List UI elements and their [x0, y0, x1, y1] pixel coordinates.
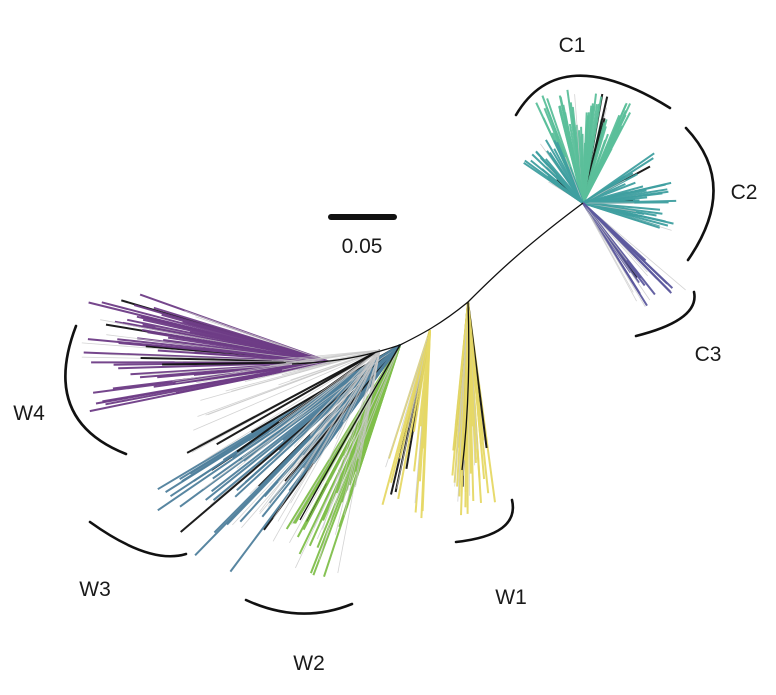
- branch-unassigned: [216, 349, 381, 446]
- branch-c2: [582, 181, 672, 204]
- branch-w2: [355, 344, 401, 462]
- branch-c1: [582, 148, 613, 204]
- branch-unassigned: [292, 349, 381, 440]
- branch-unassigned: [268, 349, 381, 434]
- branch-w2: [313, 344, 401, 528]
- clade-label-c3: C3: [695, 343, 722, 366]
- clade-label-c2: C2: [731, 181, 758, 204]
- branch-c1: [582, 126, 607, 204]
- branch-c3: [582, 202, 647, 262]
- clade-label-c1: C1: [559, 34, 586, 57]
- scale-bar-label: 0.05: [342, 235, 383, 258]
- scale-bar: 0.05: [328, 214, 397, 258]
- branch-c1: [561, 108, 584, 204]
- branch-unassigned: [281, 349, 381, 371]
- branch-c2: [582, 199, 677, 204]
- branch-w1: [467, 301, 490, 494]
- branch-w4: [108, 354, 331, 363]
- branch-unassigned: [193, 349, 381, 431]
- branch-w2: [291, 344, 401, 525]
- branch-unassigned: [254, 349, 381, 380]
- bracket-c2: [684, 126, 715, 262]
- bracket-c3: [634, 290, 696, 338]
- tree-backbone-branch: [461, 301, 470, 471]
- branch-unassigned: [204, 349, 381, 461]
- branch-w4: [102, 361, 331, 403]
- branch-w4: [89, 361, 331, 413]
- branch-unassigned: [293, 349, 381, 447]
- branch-c2: [582, 202, 674, 225]
- branch-c2: [535, 150, 584, 204]
- branch-unassigned: [259, 349, 381, 513]
- branch-unassigned: [283, 349, 381, 362]
- branch-unassigned: [328, 349, 381, 461]
- branch-w4: [106, 334, 331, 363]
- branch-c2: [582, 202, 661, 211]
- clade-label-w3: W3: [79, 578, 111, 601]
- clade-label-w4: W4: [13, 402, 45, 425]
- branch-w4: [141, 329, 331, 363]
- tree-branches: [81, 89, 686, 578]
- bracket-w1: [454, 498, 515, 544]
- bracket-c1: [514, 74, 672, 117]
- clade-label-w1: W1: [495, 586, 527, 609]
- branch-c3: [582, 202, 646, 308]
- branch-c2: [582, 196, 648, 204]
- branch-unassigned: [297, 349, 381, 465]
- bracket-w3: [88, 520, 188, 558]
- branch-unassigned: [273, 349, 381, 519]
- branch-c2: [582, 183, 626, 204]
- branch-c1: [582, 104, 598, 204]
- branch-c1: [566, 89, 584, 204]
- branch-unassigned: [309, 349, 381, 435]
- branch-unassigned: [322, 349, 381, 530]
- branch-c2: [582, 157, 654, 204]
- branch-w3: [202, 344, 401, 490]
- branch-c2: [582, 202, 661, 229]
- branch-w1: [412, 329, 431, 432]
- clade-brackets: [64, 74, 715, 615]
- branch-c2: [523, 161, 584, 204]
- branch-unassigned: [186, 349, 381, 454]
- branch-unassigned: [278, 349, 381, 423]
- branch-c3: [582, 202, 634, 293]
- branch-w1: [421, 329, 431, 512]
- clade-labels: C1 C2 C3 W1 W2 W3 W4: [13, 34, 757, 675]
- branch-c3: [582, 202, 628, 261]
- branch-unassigned: [337, 349, 381, 574]
- branch-unassigned: [272, 349, 381, 542]
- clade-label-w2: W2: [293, 652, 325, 675]
- branch-w1: [451, 301, 469, 476]
- branch-c1: [582, 112, 590, 204]
- branch-unassigned: [335, 349, 381, 535]
- bracket-w2: [244, 598, 354, 615]
- branch-unassigned: [241, 349, 381, 459]
- branch-unassigned: [342, 349, 381, 423]
- branch-unassigned: [197, 349, 381, 417]
- branch-c2: [553, 139, 584, 204]
- branch-c2: [546, 150, 584, 204]
- branch-unassigned: [175, 349, 381, 384]
- branch-unassigned: [236, 349, 381, 469]
- branch-c2: [564, 156, 584, 204]
- tree-backbone-branch: [299, 344, 401, 521]
- branch-w1: [463, 301, 469, 444]
- branch-unassigned: [278, 349, 381, 483]
- branch-w1: [385, 329, 431, 468]
- branch-unassigned: [343, 349, 381, 516]
- bracket-w4: [64, 324, 128, 456]
- tree-backbone: [291, 202, 584, 365]
- branch-unassigned: [277, 349, 381, 522]
- branch-w4: [88, 301, 331, 363]
- branch-unassigned: [318, 349, 381, 561]
- branch-w4: [184, 310, 331, 363]
